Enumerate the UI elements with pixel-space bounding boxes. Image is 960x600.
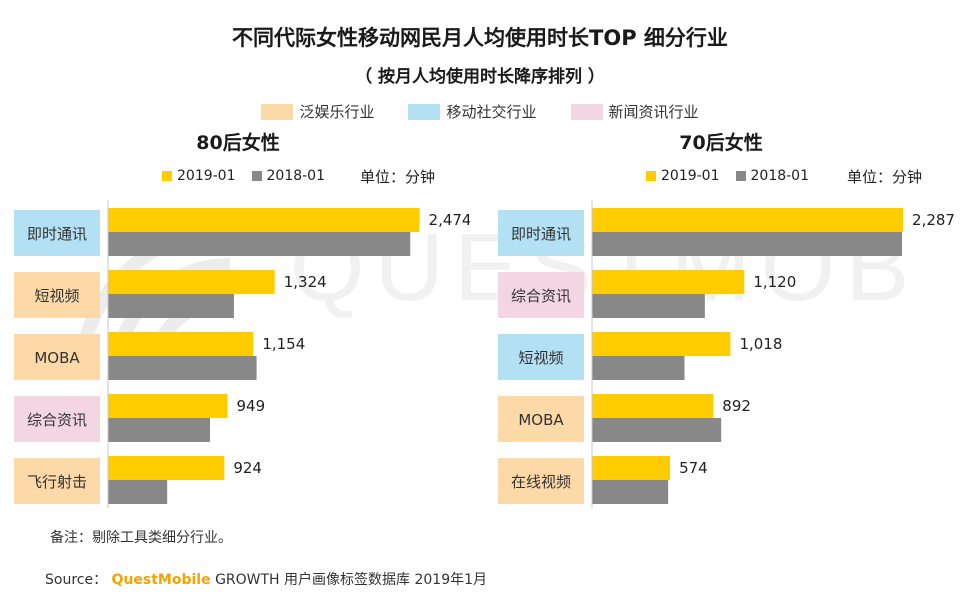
footnote: 备注：剔除工具类细分行业。 [50,530,232,546]
bar-2018 [592,294,705,318]
bar-2019 [108,456,225,480]
source-line: Source： QuestMobile GROWTH 用户画像标签数据库 201… [45,569,487,589]
data-label: 1,018 [739,335,782,353]
bar-2018 [108,418,210,442]
chart-title: 不同代际女性移动网民月人均使用时长TOP 细分行业 [232,26,728,50]
legend-social: 移动社交行业 [408,101,537,122]
series-label: 2018-01 [750,168,810,184]
category-label: 综合资讯 [27,411,87,429]
series-swatch [735,171,746,181]
bar-2018 [108,480,168,504]
series-label: 2019-01 [661,168,720,184]
series-legend-80s: 2019-01 2018-01 [162,168,325,184]
data-label: 949 [237,397,266,415]
series-legend-2018: 2018-01 [251,168,326,184]
bar-2019 [592,208,904,232]
chart-70s-women: 即时通讯 2,287 综合资讯 1,120 短视频 1,018 MOBA 892 在线视频 574 [498,200,954,508]
legend-label: 新闻资讯行业 [608,103,699,121]
bar-2018 [592,356,685,380]
legend-label: 泛娱乐行业 [299,103,375,121]
series-swatch [251,171,262,181]
panel-title-80s: 80后女性 [196,132,280,154]
bar-2019 [592,456,671,480]
chart-subtitle: （ 按月人均使用时长降序排列 ） [355,67,605,87]
bar-2019 [592,394,714,418]
data-label: 1,154 [262,335,305,353]
data-label: 892 [722,397,751,415]
category-box [14,458,100,504]
bar-2018 [108,294,234,318]
series-legend-2019: 2019-01 [162,168,236,184]
legend-news: 新闻资讯行业 [570,101,699,122]
category-label: 短视频 [34,287,79,305]
legend-swatch [570,103,603,120]
bar-2018 [108,232,411,256]
category-box [498,396,584,442]
category-box [498,210,584,256]
unit-label-70s: 单位：分钟 [847,168,923,186]
category-label: 飞行射击 [27,473,87,491]
category-box [498,272,584,318]
legend-swatch [261,103,294,120]
category-box [14,210,100,256]
source-prefix: Source： [45,572,108,588]
category-label: MOBA [518,411,564,429]
data-label: 1,324 [284,273,327,291]
category-label: 即时通讯 [27,225,87,243]
category-label: 综合资讯 [511,287,571,305]
category-label: MOBA [34,349,80,367]
legend-label: 移动社交行业 [446,103,537,121]
bar-2019 [108,332,254,356]
category-label: 在线视频 [511,473,571,491]
series-legend-2018: 2018-01 [735,168,810,184]
data-label: 2,287 [912,211,954,229]
category-box [14,334,100,380]
series-label: 2019-01 [177,168,236,184]
bar-2018 [592,418,722,442]
bar-2019 [592,270,745,294]
data-label: 924 [233,459,262,477]
bar-2018 [592,232,903,256]
category-box [14,272,100,318]
category-label: 即时通讯 [511,225,571,243]
bar-2018 [108,356,257,380]
panel-title-70s: 70后女性 [679,132,763,154]
bar-2019 [108,270,275,294]
series-legend-70s: 2019-01 2018-01 [646,168,809,184]
series-swatch [646,171,656,181]
category-label: 短视频 [518,349,563,367]
data-label: 574 [679,459,708,477]
bar-2019 [592,332,731,356]
category-box [14,396,100,442]
series-swatch [162,171,172,181]
series-legend-2019: 2019-01 [646,168,720,184]
bar-2018 [592,480,669,504]
category-box [498,334,584,380]
unit-label-80s: 单位：分钟 [360,168,436,186]
category-box [498,458,584,504]
questmobile-brand: QuestMobile [111,572,211,588]
source-text: GROWTH 用户画像标签数据库 2019年1月 [215,572,488,588]
series-label: 2018-01 [266,168,326,184]
chart-80s-women: 即时通讯 2,474 短视频 1,324 MOBA 1,154 综合资讯 949 飞行射击 924 [14,200,470,508]
bar-2019 [108,208,420,232]
legend-entertainment: 泛娱乐行业 [261,101,374,122]
data-label: 2,474 [429,211,470,229]
industry-legend: 泛娱乐行业 移动社交行业 新闻资讯行业 [0,101,960,122]
bar-2019 [108,394,228,418]
data-label: 1,120 [753,273,796,291]
legend-swatch [408,103,441,120]
